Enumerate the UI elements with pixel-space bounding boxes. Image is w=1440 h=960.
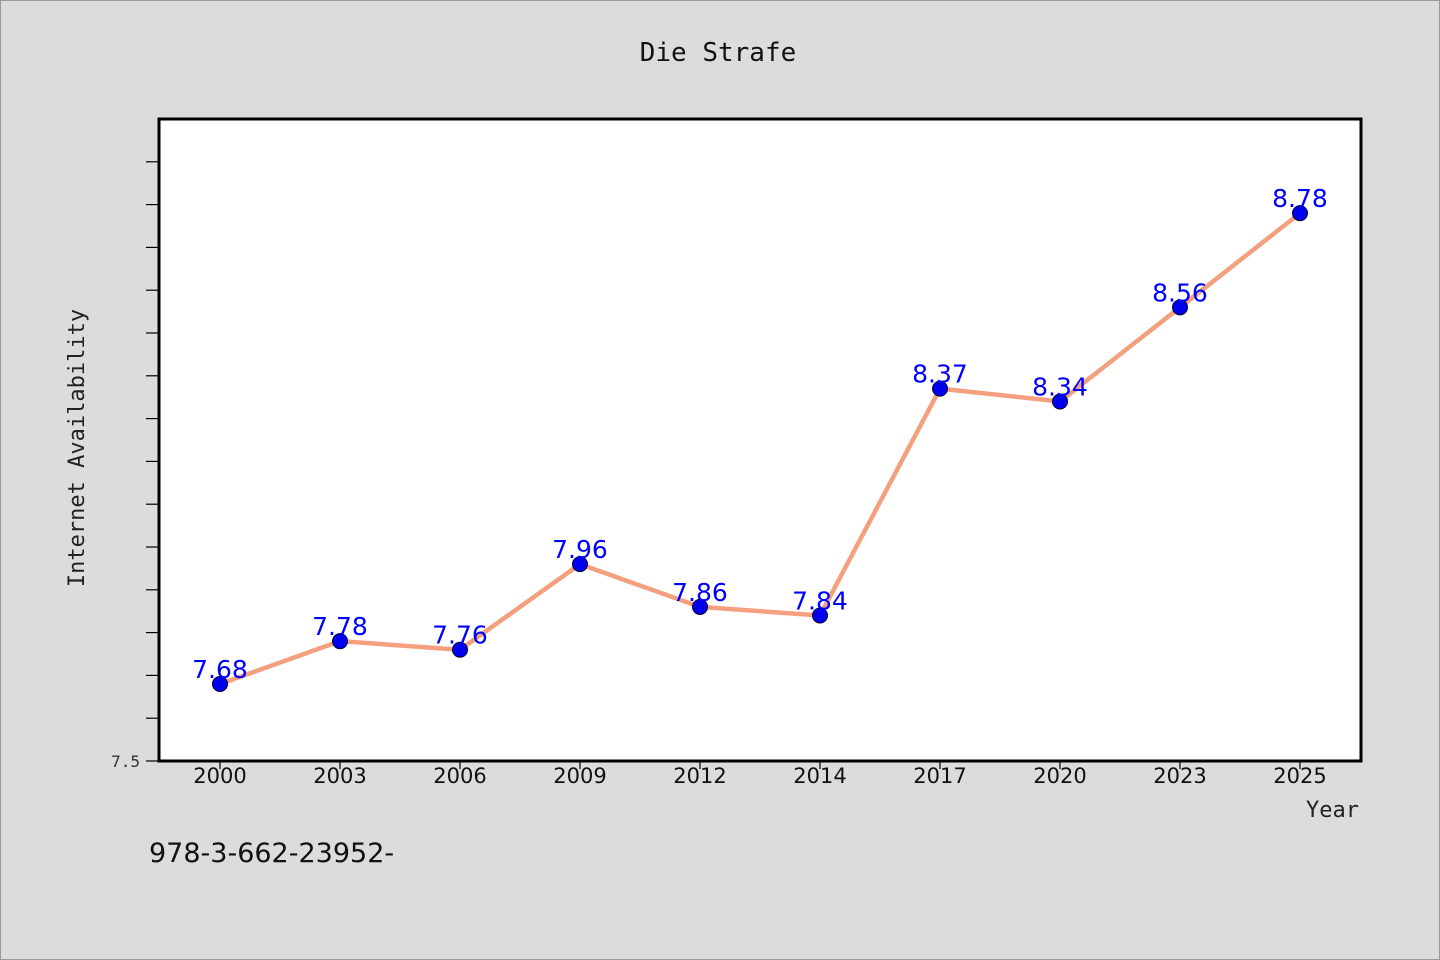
data-point xyxy=(452,641,468,658)
y-axis-label: Internet Availability xyxy=(65,309,90,587)
data-label: 7.86 xyxy=(672,578,728,607)
data-label: 8.56 xyxy=(1152,278,1208,307)
data-label: 7.78 xyxy=(312,612,368,641)
data-point xyxy=(932,380,948,397)
data-label: 8.37 xyxy=(912,360,968,389)
data-label: 7.84 xyxy=(792,586,848,615)
chart-title: Die Strafe xyxy=(640,38,797,68)
isbn-annotation: 978-3-662-23952- xyxy=(149,838,394,869)
x-axis-tick-labels: 2000 2003 2006 2009 2012 2014 2017 2020 2023 2025 xyxy=(193,761,1327,788)
data-point xyxy=(572,556,588,573)
x-tick-label: 2020 xyxy=(1033,764,1086,788)
series-group: 7.68 7.78 7.76 7.96 7.86 7.84 8.37 8.34 8.56 8.78 xyxy=(192,184,1328,692)
data-label: 7.76 xyxy=(432,621,488,650)
x-axis-label: Year xyxy=(1306,798,1359,823)
x-tick-label: 2009 xyxy=(553,764,606,788)
data-point xyxy=(332,633,348,650)
x-tick-label: 2023 xyxy=(1153,764,1206,788)
y-tick-label: 7.5 xyxy=(111,752,140,771)
data-label: 7.68 xyxy=(192,655,248,684)
data-label: 8.34 xyxy=(1032,372,1088,401)
data-point xyxy=(692,598,708,615)
data-point xyxy=(1052,393,1068,410)
y-axis-ticks: 7.5 xyxy=(111,161,159,771)
x-tick-label: 2000 xyxy=(193,764,246,788)
plot-area xyxy=(157,117,1363,763)
data-label: 7.96 xyxy=(552,535,608,564)
x-tick-label: 2025 xyxy=(1273,764,1326,788)
series-line xyxy=(217,210,1303,687)
data-point xyxy=(812,607,828,624)
data-point xyxy=(212,675,228,692)
data-label: 8.78 xyxy=(1272,184,1328,213)
x-tick-label: 2012 xyxy=(673,764,726,788)
data-point xyxy=(1172,299,1188,316)
data-point xyxy=(1292,205,1308,222)
x-tick-label: 2003 xyxy=(313,764,366,788)
x-tick-label: 2006 xyxy=(433,764,486,788)
x-tick-label: 2017 xyxy=(913,764,966,788)
x-tick-label: 2014 xyxy=(793,764,846,788)
